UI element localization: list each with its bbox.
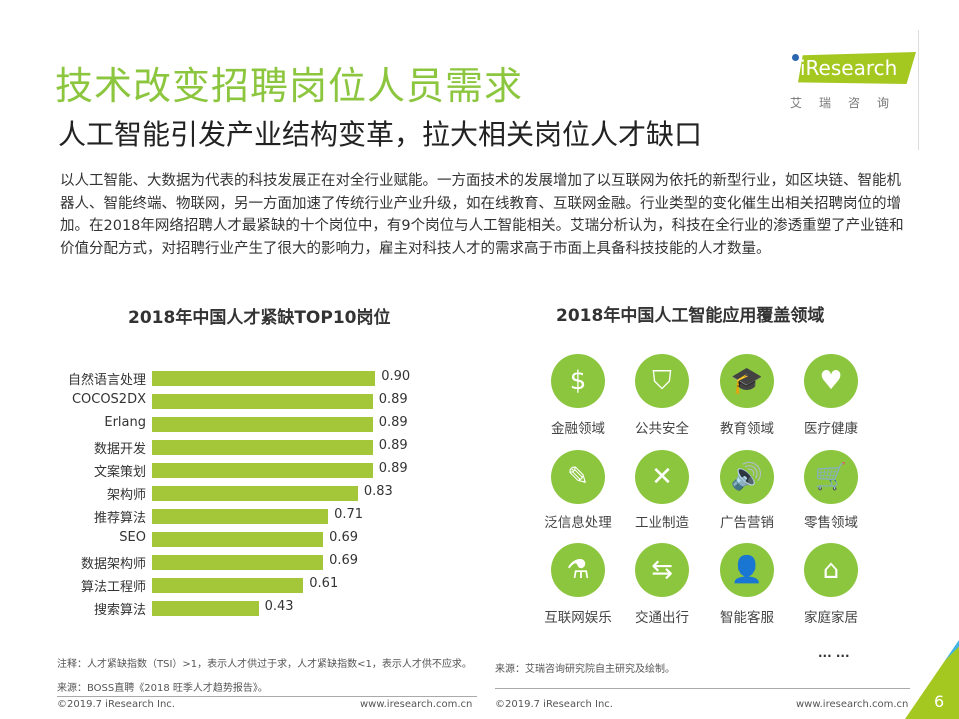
domain-icon: 🛒 (804, 450, 858, 504)
bar-label: 文案策划 (93, 465, 146, 480)
bar (152, 532, 324, 547)
bar (152, 486, 358, 501)
logo-cn: 艾瑞咨询 (790, 96, 907, 110)
domain-icon: ⛉ (635, 354, 689, 408)
source-right: 来源：艾瑞咨询研究院自主研究及绘制。 (495, 664, 675, 675)
body-text: 以人工智能、大数据为代表的科技发展正在对全行业赋能。一方面技术的发展增加了以互联… (60, 173, 904, 257)
domain-label: 零售领域 (804, 515, 858, 531)
footer-rule-right (495, 688, 910, 689)
domain-icon: ⚗ (551, 543, 605, 597)
corner-decoration (905, 640, 959, 719)
domain-label: 金融领域 (551, 421, 605, 437)
domain-icon: 🔊 (720, 450, 774, 504)
domain-label: 医疗健康 (804, 421, 858, 437)
bar-label: 算法工程师 (80, 580, 146, 595)
bar-row: 搜索算法 0.43 (40, 597, 480, 620)
bar-value: 0.89 (378, 438, 408, 453)
bar-value: 0.89 (378, 392, 408, 407)
domain-icon: ⇆ (635, 543, 689, 597)
bar-row: 架构师 0.83 (40, 482, 480, 505)
domain-label: 泛信息处理 (544, 515, 612, 531)
bar-row: 推荐算法 0.71 (40, 505, 480, 528)
bar-label: 推荐算法 (93, 511, 146, 526)
header-divider (918, 30, 919, 150)
domain-label: 教育领域 (720, 421, 774, 437)
bar-label: 搜索算法 (93, 603, 146, 618)
footer-rule-left (57, 696, 477, 697)
bar-label: Erlang (104, 415, 146, 430)
bar-label: 自然语言处理 (67, 373, 146, 388)
bar-value: 0.69 (329, 553, 359, 568)
ai-title: 2018年中国人工智能应用覆盖领域 (556, 306, 825, 326)
bar-label: 数据开发 (93, 442, 146, 457)
bar-row: Erlang 0.89 (40, 413, 480, 436)
bar-label: SEO (119, 530, 146, 545)
domain-label: 公共安全 (635, 421, 689, 437)
bar-label: COCOS2DX (71, 392, 146, 407)
domain-icon: ♥ (804, 354, 858, 408)
domain-label: 工业制造 (635, 515, 689, 531)
more-indicator: ... ... (818, 646, 850, 660)
page-number: 6 (934, 692, 945, 711)
bar-label: 数据架构师 (80, 557, 146, 572)
bar (152, 394, 373, 409)
logo-dot (792, 54, 799, 61)
bar-value: 0.61 (309, 576, 339, 591)
domain-icon: ✎ (551, 450, 605, 504)
chart-title: 2018年中国人才紧缺TOP10岗位 (128, 308, 391, 328)
bar (152, 555, 324, 570)
bar-label: 架构师 (106, 488, 146, 503)
bar-row: 文案策划 0.89 (40, 459, 480, 482)
bar-row: 数据开发 0.89 (40, 436, 480, 459)
bar (152, 417, 373, 432)
page-subtitle: 人工智能引发产业结构变革，拉大相关岗位人才缺口 (58, 118, 703, 151)
bar-row: 自然语言处理 0.90 (40, 367, 480, 390)
domain-icon: 🎓 (720, 354, 774, 408)
bar-value: 0.89 (378, 415, 408, 430)
domain-icon: ✕ (635, 450, 689, 504)
bar-value: 0.71 (334, 507, 364, 522)
url-left[interactable]: www.iresearch.com.cn (360, 699, 473, 710)
domain-label: 交通出行 (635, 610, 689, 626)
page-title: 技术改变招聘岗位人员需求 (55, 64, 524, 108)
domain-label: 广告营销 (720, 515, 774, 531)
bar (152, 601, 259, 616)
logo-text: iResearch (800, 56, 898, 80)
bar (152, 509, 329, 524)
copyright-left: ©2019.7 iResearch Inc. (57, 699, 175, 710)
footnote: 注释：人才紧缺指数（TSI）>1，表示人才供过于求，人才紧缺指数<1，表示人才供… (57, 659, 472, 670)
bar (152, 578, 304, 593)
bar (152, 440, 373, 455)
domain-label: 智能客服 (720, 610, 774, 626)
domain-icon: ⌂ (804, 543, 858, 597)
bar-row: COCOS2DX 0.89 (40, 390, 480, 413)
copyright-right: ©2019.7 iResearch Inc. (495, 699, 613, 710)
bar-value: 0.43 (264, 599, 294, 614)
bar-value: 0.69 (329, 530, 359, 545)
bar (152, 463, 373, 478)
bar-value: 0.83 (363, 484, 393, 499)
domain-label: 互联网娱乐 (544, 610, 612, 626)
source-left: 来源：BOSS直聘《2018 旺季人才趋势报告》。 (57, 683, 268, 694)
url-right[interactable]: www.iresearch.com.cn (796, 699, 909, 710)
bar-value: 0.89 (378, 461, 408, 476)
bar-row: 算法工程师 0.61 (40, 574, 480, 597)
logo-banner (798, 52, 916, 84)
domain-icon: 👤 (720, 543, 774, 597)
domain-icon: $ (551, 354, 605, 408)
bar-row: SEO 0.69 (40, 528, 480, 551)
bar (152, 371, 376, 386)
bar-value: 0.90 (381, 369, 411, 384)
domain-label: 家庭家居 (804, 610, 858, 626)
bar-row: 数据架构师 0.69 (40, 551, 480, 574)
